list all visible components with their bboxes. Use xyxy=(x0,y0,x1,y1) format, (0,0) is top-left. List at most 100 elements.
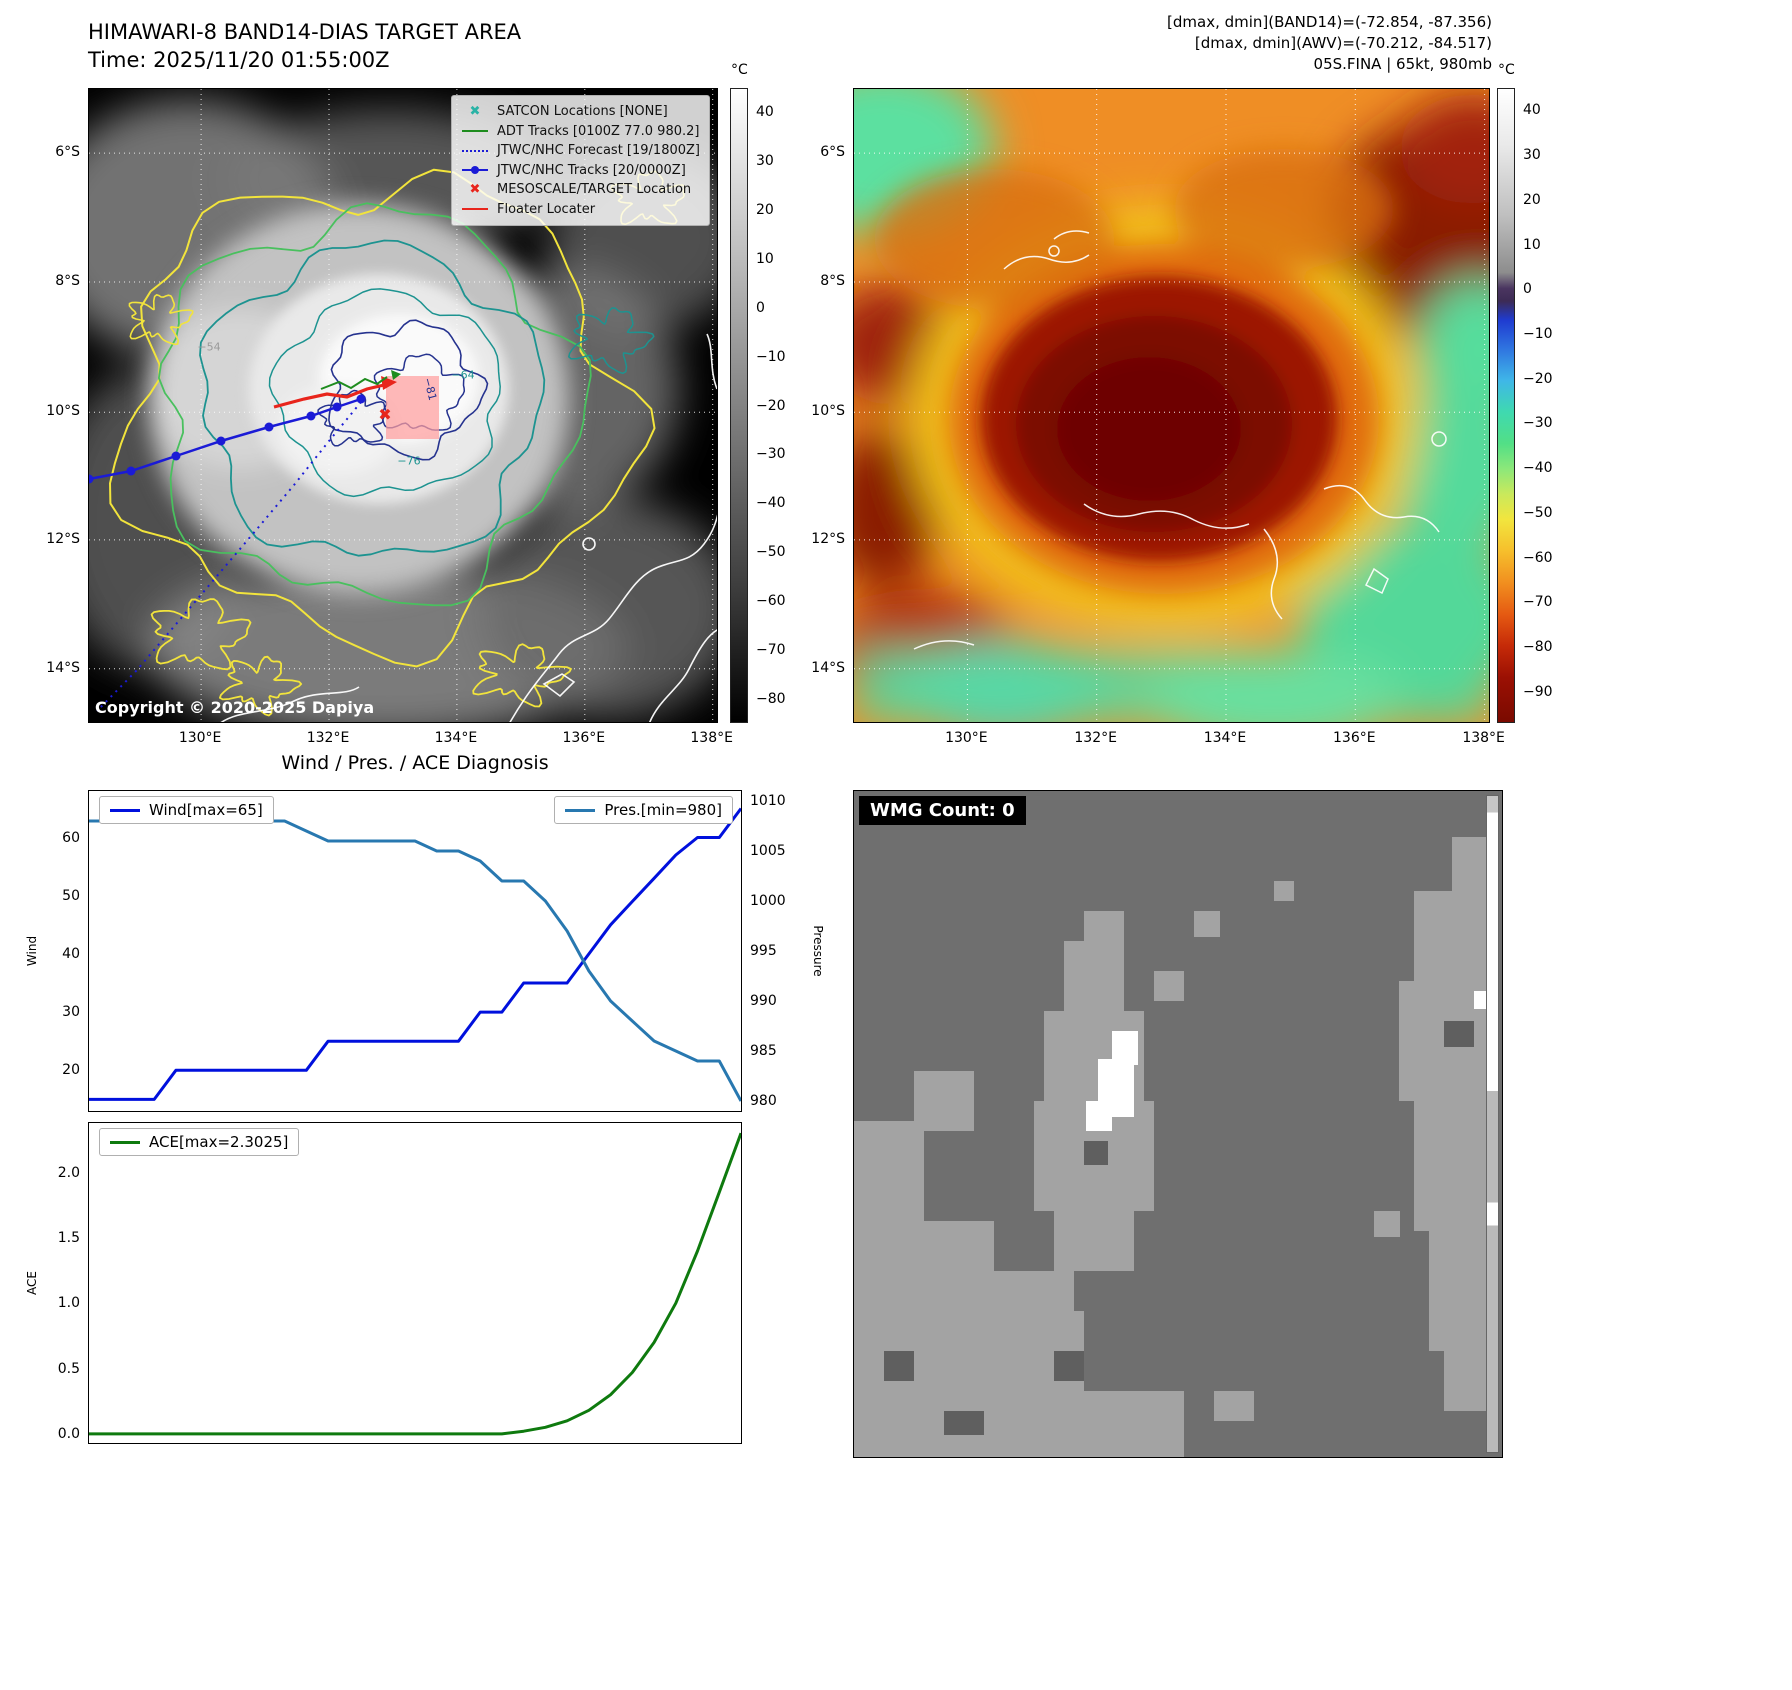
x-marker-icon: ✖ xyxy=(469,182,481,197)
left-axis-tick: 0.5 xyxy=(57,1360,80,1377)
pressure-legend-label: Pres.[min=980] xyxy=(604,801,722,819)
awv-enhanced-map xyxy=(853,88,1490,723)
pressure-legend: Pres.[min=980] xyxy=(554,796,733,824)
colorbar-tick: 20 xyxy=(1523,191,1541,208)
line-sample xyxy=(462,130,488,133)
coastlines xyxy=(220,333,717,722)
target-area-box xyxy=(386,376,439,439)
wmg-white-patch xyxy=(1086,991,1488,1131)
contour-ring xyxy=(328,319,489,461)
colorbar-tick: 30 xyxy=(1523,147,1541,164)
adt-track xyxy=(320,370,401,390)
awv-colorbar-unit: °C xyxy=(1498,62,1515,78)
right-axis-tick: 995 xyxy=(750,943,777,959)
awv-lon-axis: 130°E 132°E 134°E 136°E 138°E xyxy=(853,727,1505,749)
legend-item: JTWC/NHC Forecast [19/1800Z] xyxy=(461,141,700,161)
band14-satellite-map: ✖ ✖ SATCON Locations [NONE] ADT Tracks [01… xyxy=(88,88,718,723)
colorbar-tick: 40 xyxy=(756,104,774,121)
wind-line-sample xyxy=(110,808,140,812)
awv-enhanced-image xyxy=(854,89,1489,722)
pressure-line-sample xyxy=(565,808,596,812)
colorbar-tick: 0 xyxy=(1523,281,1532,298)
dot-sample xyxy=(471,166,479,175)
dmax-dmin-band14: [dmax, dmin](BAND14)=(-72.854, -87.356) xyxy=(1167,13,1492,31)
mesoscale-x-marker: ✖ xyxy=(378,405,391,424)
contour-ring xyxy=(317,389,388,447)
copyright-watermark: Copyright © 2020-2025 Dapiya xyxy=(95,698,375,717)
ace-plot xyxy=(89,1132,741,1436)
left-axis-tick: 1.5 xyxy=(57,1229,80,1246)
colorbar-tick: 10 xyxy=(1523,236,1541,253)
ace-line-sample xyxy=(110,1140,140,1144)
band14-colorbar-unit: °C xyxy=(731,62,748,78)
lon-tick: 134°E xyxy=(1203,730,1247,746)
colorbar-tick: −10 xyxy=(756,348,786,365)
legend-label: Floater Locater xyxy=(497,201,596,217)
contour-ring xyxy=(199,239,546,557)
band14-colorbar-ticks: 40 30 20 10 0 −10 −20 −30 −40 −50 −60 −70 −80 xyxy=(752,88,796,723)
series-line xyxy=(89,1132,741,1436)
legend-item: Floater Locater xyxy=(461,200,700,220)
lat-tick: 6°S xyxy=(55,144,80,161)
ace-legend: ACE[max=2.3025] xyxy=(99,1128,300,1156)
legend-item: ADT Tracks [0100Z 77.0 980.2] xyxy=(461,122,700,142)
jtwc-track xyxy=(89,394,366,484)
ace-chart: ACE[max=2.3025] xyxy=(88,1122,742,1444)
colorbar-tick: −60 xyxy=(756,592,786,609)
band14-colorbar xyxy=(730,88,748,723)
band14-map-legend: ✖ SATCON Locations [NONE] ADT Tracks [0100… xyxy=(451,95,710,226)
wind-axis-label: Wind xyxy=(25,935,39,967)
left-axis-tick: 30 xyxy=(62,1004,80,1021)
legend-item: ✖ MESOSCALE/TARGET Location xyxy=(461,180,700,200)
line-sample xyxy=(462,149,488,152)
right-axis-tick: 990 xyxy=(750,993,777,1009)
line-marker-icon xyxy=(461,144,489,158)
colorbar-tick: −70 xyxy=(756,641,786,658)
colorbar-tick: 30 xyxy=(756,153,774,170)
colorbar-tick: −20 xyxy=(1523,370,1553,387)
contour-ring xyxy=(158,202,592,607)
awv-lat-axis: 6°S 8°S 10°S 12°S 14°S xyxy=(793,88,847,723)
contour-ring xyxy=(128,294,194,346)
colorbar-tick: −70 xyxy=(1523,594,1553,611)
latlon-grid xyxy=(854,89,1489,722)
legend-label: JTWC/NHC Tracks [20/0000Z] xyxy=(497,162,686,178)
colorbar-tick: −80 xyxy=(1523,638,1553,655)
band14-lat-axis: 6°S 8°S 10°S 12°S 14°S xyxy=(28,88,82,723)
lon-tick: 130°E xyxy=(178,730,222,746)
colorbar-tick: −60 xyxy=(1523,549,1553,566)
left-axis-tick: 50 xyxy=(62,887,80,904)
lon-tick: 136°E xyxy=(1333,730,1376,746)
lat-tick: 12°S xyxy=(46,530,80,547)
lat-tick: 8°S xyxy=(55,273,80,290)
line-marker-icon xyxy=(461,124,489,138)
lat-tick: 10°S xyxy=(46,403,80,420)
pressure-axis-label: Pressure xyxy=(811,925,825,977)
lat-tick: 6°S xyxy=(820,144,845,161)
contour-ring xyxy=(568,307,655,375)
awv-colorbar-ticks: 40 30 20 10 0 −10 −20 −30 −40 −50 −60 −70 −80 −90 xyxy=(1519,88,1563,723)
right-axis-tick: 980 xyxy=(750,1093,777,1109)
legend-item: JTWC/NHC Tracks [20/0000Z] xyxy=(461,161,700,181)
lon-tick: 130°E xyxy=(945,730,988,746)
wmg-count-label: WMG Count: 0 xyxy=(859,796,1026,825)
wmg-panel: WMG Count: 0 xyxy=(853,790,1503,1458)
lat-tick: 12°S xyxy=(811,530,845,547)
diagnosis-title: Wind / Pres. / ACE Diagnosis xyxy=(281,752,549,774)
colorbar-tick: 40 xyxy=(1523,102,1541,119)
colorbar-tick: −90 xyxy=(1523,683,1553,700)
wind-axis-ticks: 20 30 40 50 60 xyxy=(40,791,82,1111)
left-axis-tick: 1.0 xyxy=(57,1295,80,1312)
dmax-dmin-awv: [dmax, dmin](AWV)=(-70.212, -84.517) xyxy=(1194,34,1492,52)
line-sample xyxy=(462,208,488,211)
awv-colorbar xyxy=(1497,88,1515,723)
lon-tick: 138°E xyxy=(1462,730,1505,746)
colorbar-tick: −40 xyxy=(756,495,786,512)
colorbar-tick: −10 xyxy=(1523,325,1553,342)
awv-header: [dmax, dmin](BAND14)=(-72.854, -87.356) … xyxy=(1100,12,1492,75)
wmg-light-regions xyxy=(854,837,1486,1457)
wind-legend: Wind[max=65] xyxy=(99,796,274,824)
colorbar-tick: −20 xyxy=(756,397,786,414)
lon-tick: 132°E xyxy=(1074,730,1117,746)
